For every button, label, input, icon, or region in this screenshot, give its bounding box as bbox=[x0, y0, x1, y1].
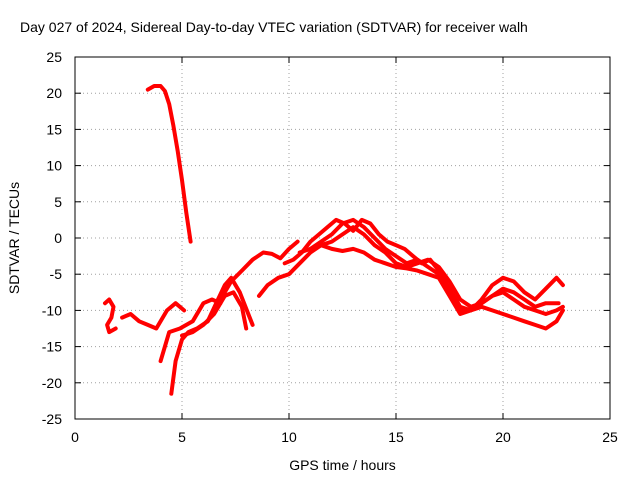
series-arc-7 bbox=[205, 275, 255, 327]
series-arc-1 bbox=[145, 84, 193, 244]
data-series bbox=[103, 84, 565, 396]
y-tick-label: 5 bbox=[54, 194, 62, 210]
axis-ticks: 0 5 10 15 20 25 -25 -20 -15 -10 -5 0 5 10 15 20 25 bbox=[42, 49, 618, 445]
series-arc-10 bbox=[297, 243, 565, 331]
x-axis-label: GPS time / hours bbox=[289, 457, 396, 473]
y-axis-label: SDTVAR / TECUs bbox=[6, 182, 22, 294]
series-arc-2 bbox=[103, 297, 118, 335]
x-tick-label: 10 bbox=[281, 429, 297, 445]
y-tick-label: 0 bbox=[54, 230, 62, 246]
y-tick-label: 15 bbox=[46, 121, 62, 137]
x-tick-label: 20 bbox=[495, 429, 511, 445]
y-tick-label: -5 bbox=[50, 266, 63, 282]
x-tick-label: 25 bbox=[602, 429, 618, 445]
series-arc-11 bbox=[282, 217, 561, 313]
series-arc-8 bbox=[257, 225, 565, 316]
grid-lines bbox=[75, 57, 610, 419]
x-tick-label: 5 bbox=[178, 429, 186, 445]
y-tick-label: -25 bbox=[42, 411, 62, 427]
series-arc-6 bbox=[180, 290, 249, 338]
series-arc-5 bbox=[158, 297, 223, 364]
y-tick-label: -15 bbox=[42, 339, 62, 355]
y-tick-label: -20 bbox=[42, 375, 62, 391]
chart-title: Day 027 of 2024, Sidereal Day-to-day VTE… bbox=[20, 19, 528, 35]
x-tick-label: 0 bbox=[71, 429, 79, 445]
y-tick-label: 25 bbox=[46, 49, 62, 65]
y-tick-label: 20 bbox=[46, 85, 62, 101]
x-tick-label: 15 bbox=[388, 429, 404, 445]
y-tick-label: -10 bbox=[42, 302, 62, 318]
series-arc-3 bbox=[120, 301, 187, 331]
series-arc-4 bbox=[169, 239, 300, 396]
y-tick-label: 10 bbox=[46, 158, 62, 174]
